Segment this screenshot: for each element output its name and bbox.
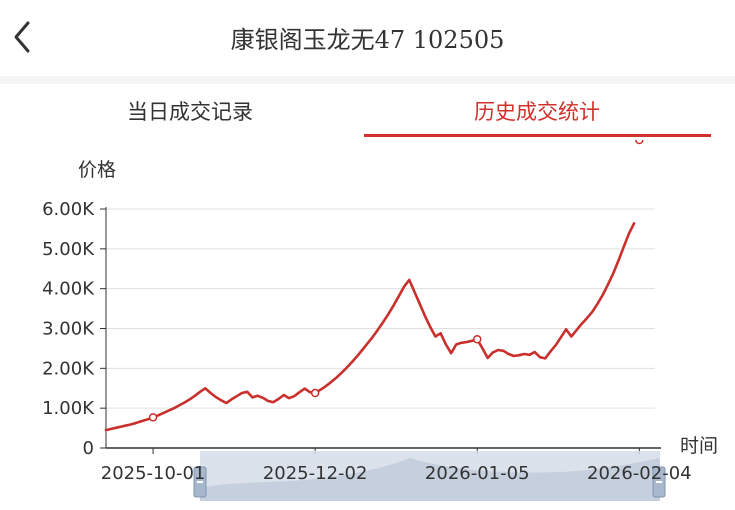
- data-point-marker: [148, 413, 158, 422]
- y-tick-label: 1.00K: [42, 398, 95, 419]
- data-point-marker: [310, 388, 320, 398]
- y-tick-label: 3.00K: [42, 319, 95, 340]
- y-tick-label: 2.00K: [42, 358, 95, 379]
- divider: [0, 76, 735, 84]
- y-tick-label: 6.00K: [42, 199, 95, 220]
- active-tab-indicator: [364, 134, 711, 137]
- x-tick-label: 2025-12-02: [263, 463, 368, 484]
- tab-daily-trades[interactable]: 当日成交记录: [127, 100, 253, 124]
- x-tick-label: 2026-01-05: [425, 463, 530, 484]
- slider-preview-area: [200, 458, 660, 501]
- datazoom-slider[interactable]: [193, 451, 666, 501]
- y-tick-label: 0: [83, 438, 94, 459]
- x-axis-title: 时间: [680, 435, 718, 457]
- back-button[interactable]: [4, 14, 44, 60]
- x-tick-label: 2026-02-04: [587, 463, 692, 484]
- chevron-left-icon: [14, 21, 30, 53]
- price-history-chart: 0 1.00K 2.00K 3.00K 4.00K 5.00K 6.00K 价格 时间 20…: [42, 140, 718, 501]
- data-point-marker: [635, 140, 644, 145]
- tab-bar: 当日成交记录 历史成交统计: [0, 84, 735, 140]
- price-line: [104, 222, 636, 432]
- data-point-marker: [472, 335, 482, 344]
- page-title: 康银阁玉龙无47 102505: [230, 26, 505, 54]
- y-tick-label: 5.00K: [42, 239, 95, 260]
- y-tick-label: 4.00K: [42, 279, 95, 300]
- header-bar: 康银阁玉龙无47 102505: [0, 0, 735, 76]
- y-axis: 0 1.00K 2.00K 3.00K 4.00K 5.00K 6.00K: [42, 199, 107, 459]
- grid-lines: [106, 208, 655, 409]
- x-tick-labels: 2025-10-01 2025-12-02 2026-01-05 2026-02-04: [101, 463, 692, 484]
- y-axis-title: 价格: [78, 159, 116, 181]
- x-tick-label: 2025-10-01: [101, 463, 206, 484]
- tab-history-stats[interactable]: 历史成交统计: [474, 100, 600, 124]
- series-line: [104, 140, 644, 432]
